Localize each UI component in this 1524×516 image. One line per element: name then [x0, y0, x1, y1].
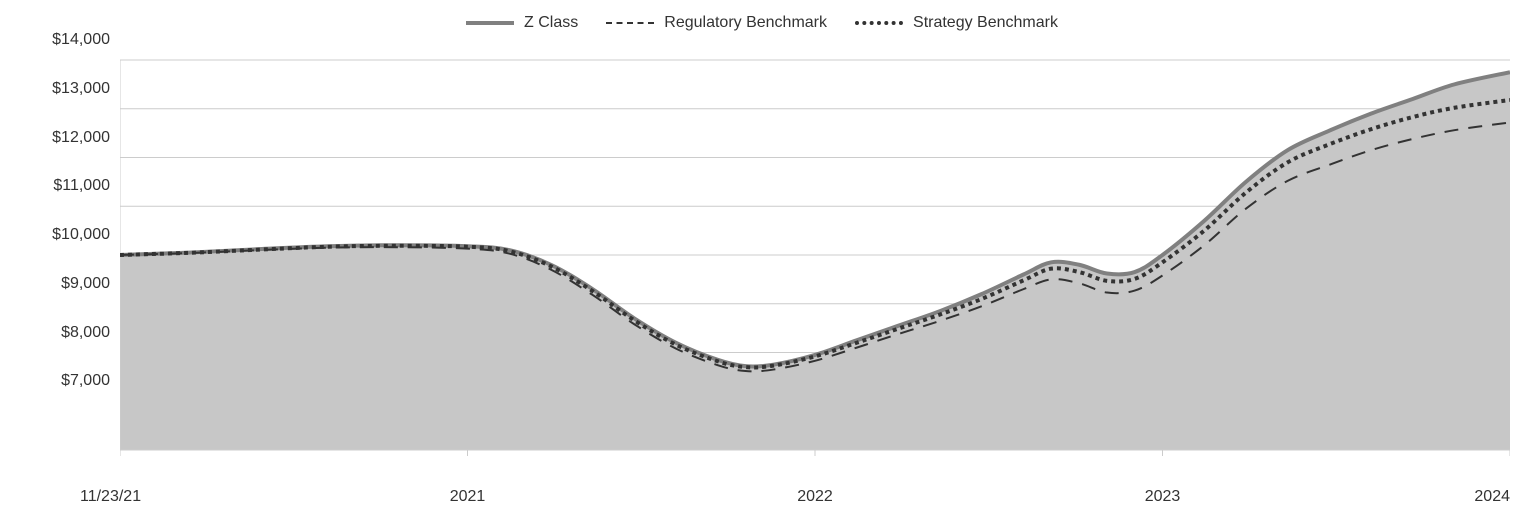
y-tick-label: $8,000 — [61, 324, 110, 342]
chart-plot — [120, 40, 1510, 470]
x-tick-label: 2024 — [1474, 488, 1510, 506]
chart-legend: Z Class Regulatory Benchmark Strategy Be… — [0, 0, 1524, 40]
y-tick-label: $12,000 — [52, 129, 110, 147]
x-axis-labels: 11/23/21 2021 2022 2023 2024 — [0, 480, 1524, 516]
y-tick-label: $11,000 — [53, 177, 110, 195]
legend-item-strategy: Strategy Benchmark — [855, 14, 1058, 32]
legend-label: Z Class — [524, 14, 578, 32]
area-fill-z-class — [120, 72, 1510, 450]
y-tick-label: $13,000 — [52, 80, 110, 98]
x-tick-label: 11/23/21 — [80, 488, 141, 506]
x-tick-label: 2022 — [797, 488, 833, 506]
chart-area: $7,000 $8,000 $9,000 $10,000 $11,000 $12,000 $… — [0, 40, 1524, 480]
legend-label: Regulatory Benchmark — [664, 14, 827, 32]
legend-swatch-dotted-icon — [855, 21, 903, 25]
legend-item-z-class: Z Class — [466, 14, 578, 32]
legend-swatch-solid-icon — [466, 21, 514, 25]
y-tick-label: $10,000 — [52, 226, 110, 244]
x-tick-label: 2021 — [450, 488, 486, 506]
legend-item-regulatory: Regulatory Benchmark — [606, 14, 827, 32]
legend-swatch-dashed-icon — [606, 22, 654, 24]
y-tick-label: $9,000 — [61, 275, 110, 293]
legend-label: Strategy Benchmark — [913, 14, 1058, 32]
y-tick-label: $7,000 — [61, 372, 110, 390]
x-tick-label: 2023 — [1145, 488, 1181, 506]
y-tick-label: $14,000 — [52, 31, 110, 49]
